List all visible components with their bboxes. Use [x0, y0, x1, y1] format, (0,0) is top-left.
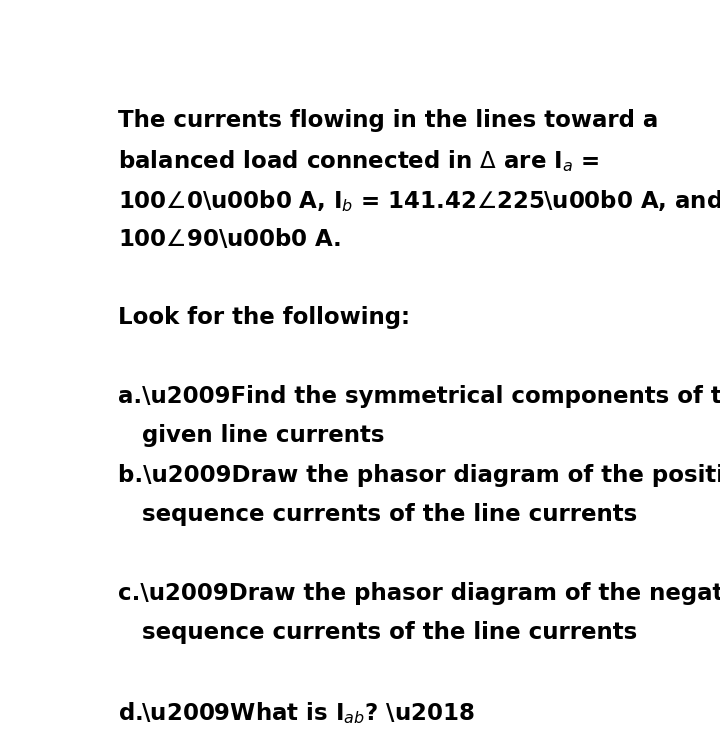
Text: given line currents: given line currents: [118, 425, 384, 447]
Text: b.\u2009Draw the phasor diagram of the positive: b.\u2009Draw the phasor diagram of the p…: [118, 464, 720, 486]
Text: 100$\angle$0\u00b0 A, $\mathbf{I}_b$ = 141.42$\angle$225\u00b0 A, and $\mathbf{I: 100$\angle$0\u00b0 A, $\mathbf{I}_b$ = 1…: [118, 187, 720, 214]
Text: balanced load connected in $\Delta$ are $\mathbf{I}_a$ =: balanced load connected in $\Delta$ are …: [118, 148, 600, 174]
Text: d.\u2009What is $\mathbf{I}_{ab}$? \u2018: d.\u2009What is $\mathbf{I}_{ab}$? \u201…: [118, 700, 474, 726]
Text: sequence currents of the line currents: sequence currents of the line currents: [118, 503, 637, 526]
Text: Look for the following:: Look for the following:: [118, 306, 410, 329]
Text: The currents flowing in the lines toward a: The currents flowing in the lines toward…: [118, 109, 658, 132]
Text: sequence currents of the line currents: sequence currents of the line currents: [118, 621, 637, 645]
Text: c.\u2009Draw the phasor diagram of the negative: c.\u2009Draw the phasor diagram of the n…: [118, 582, 720, 605]
Text: 100$\angle$90\u00b0 A.: 100$\angle$90\u00b0 A.: [118, 227, 341, 252]
Text: a.\u2009Find the symmetrical components of the: a.\u2009Find the symmetrical components …: [118, 385, 720, 408]
